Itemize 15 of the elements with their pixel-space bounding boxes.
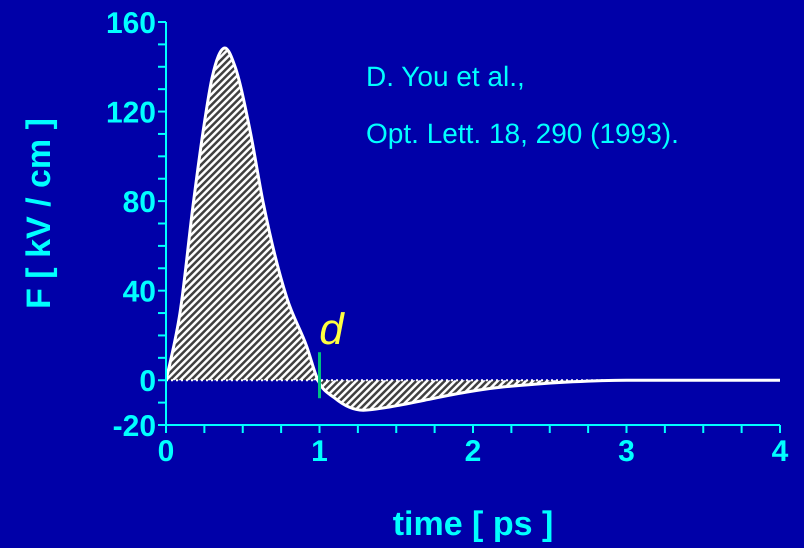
x-tick-label: 3 — [618, 435, 635, 468]
x-tick-label: 4 — [772, 435, 789, 468]
x-axis-title: time [ ps ] — [392, 505, 554, 543]
annotation: d — [319, 305, 346, 354]
y-axis-title: F [ kV / cm ] — [20, 118, 58, 309]
y-tick-label: 40 — [122, 276, 156, 309]
y-tick-label: 0 — [139, 365, 156, 398]
y-tick-label: 120 — [106, 96, 156, 130]
annotation: Opt. Lett. 18, 290 (1993). — [366, 118, 679, 149]
annotation: D. You et al., — [366, 61, 525, 92]
y-tick-label: 160 — [106, 7, 156, 40]
y-tick-label: 80 — [122, 186, 156, 220]
x-tick-label: 1 — [311, 435, 328, 468]
y-tick-label: -20 — [112, 410, 156, 443]
x-tick-label: 2 — [464, 435, 482, 468]
